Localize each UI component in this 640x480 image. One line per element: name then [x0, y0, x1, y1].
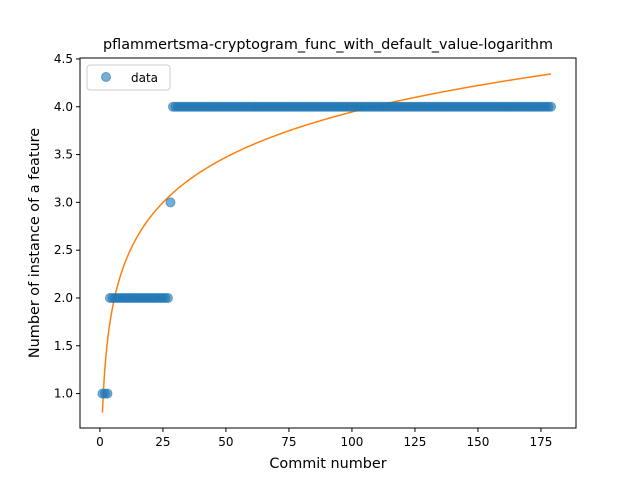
legend-label-data: data — [131, 71, 158, 85]
y-tick-label: 2.0 — [54, 291, 73, 305]
y-tick-label: 3.5 — [54, 148, 73, 162]
legend-box — [86, 64, 171, 91]
y-tick-label: 2.5 — [54, 243, 73, 257]
plot-area — [80, 58, 576, 428]
fit-curve — [101, 73, 552, 413]
x-axis-ticks: 0 25 50 75 100 125 150 175 — [96, 428, 552, 449]
axes-frame — [79, 57, 577, 429]
y-tick-label: 4.5 — [54, 52, 73, 66]
x-axis-label: Commit number — [269, 456, 386, 472]
y-tick-label: 3.0 — [54, 195, 73, 209]
x-tick-label: 75 — [281, 435, 296, 449]
x-tick-label: 100 — [340, 435, 363, 449]
data-point — [162, 292, 173, 303]
fit-curve-layer — [101, 73, 552, 413]
y-axis-ticks: 1.0 1.5 2.0 2.5 3.0 3.5 4.0 4.5 — [54, 52, 80, 401]
y-tick-label: 4.0 — [54, 100, 73, 114]
y-axis-label: Number of instance of a feature — [27, 128, 43, 358]
axes-background — [80, 58, 576, 428]
legend-marker-data — [101, 72, 111, 82]
x-tick-label: 0 — [96, 435, 104, 449]
data-point — [546, 101, 557, 112]
y-tick-label: 1.5 — [54, 339, 73, 353]
y-tick-label: 1.0 — [54, 387, 73, 401]
x-tick-label: 175 — [530, 435, 553, 449]
data-point — [165, 197, 176, 208]
data-point — [102, 388, 113, 399]
data-points-layer — [97, 101, 557, 399]
legend: data — [86, 64, 171, 91]
x-tick-label: 150 — [467, 435, 490, 449]
x-tick-label: 25 — [155, 435, 170, 449]
x-tick-label: 125 — [403, 435, 426, 449]
x-tick-label: 50 — [218, 435, 233, 449]
chart-title: pflammertsma-cryptogram_func_with_defaul… — [103, 37, 553, 53]
